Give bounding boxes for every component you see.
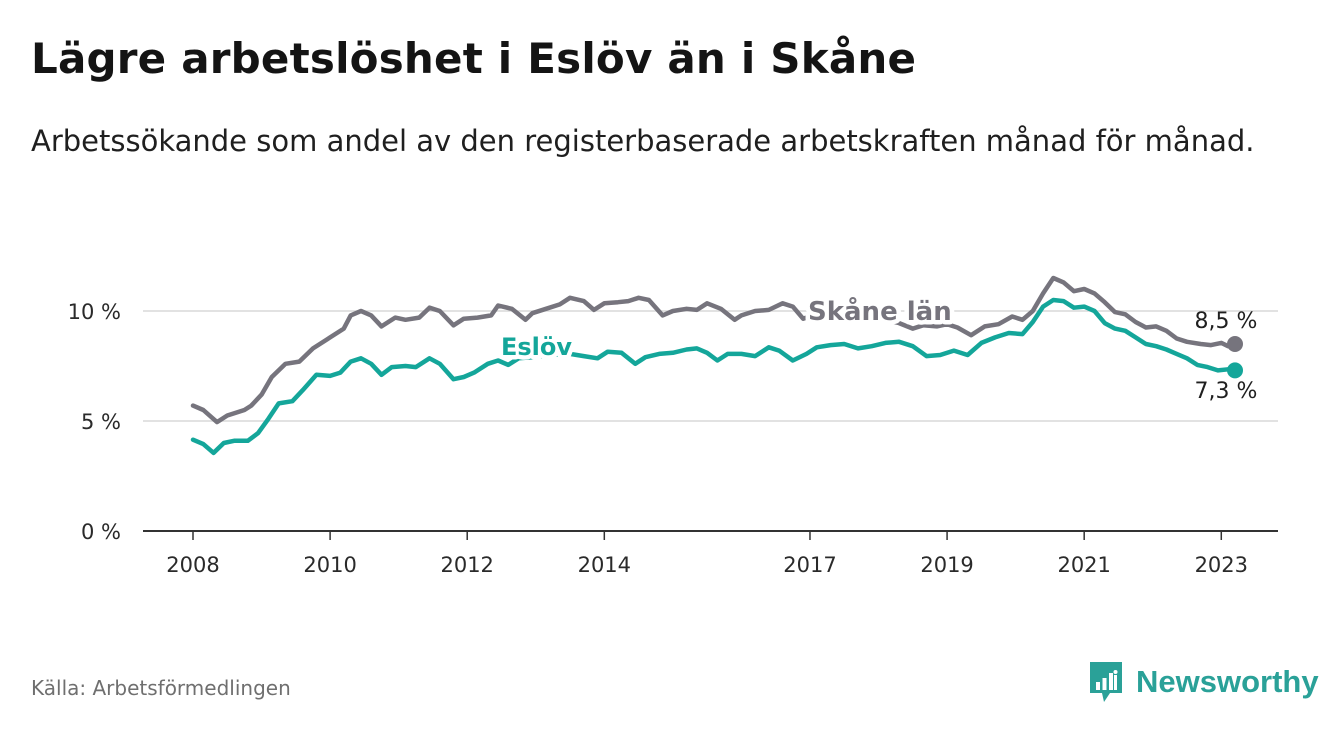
axes <box>143 530 1278 540</box>
y-tick-label: 10 % <box>68 300 121 324</box>
end-point-eslov <box>1227 362 1243 379</box>
gridlines <box>143 310 1278 422</box>
chart-subtitle: Arbetssökande som andel av den registerb… <box>31 124 1255 158</box>
x-tick-label: 2014 <box>578 553 631 577</box>
series-label-skane: Skåne län <box>808 295 952 327</box>
y-tick-label: 5 % <box>81 410 121 434</box>
labels: 0 % 5 % 10 % 2008 2010 2012 2014 2017 2019 2021 20… <box>68 291 1258 578</box>
x-tick-label: 2023 <box>1195 553 1248 577</box>
line-chart: 0 % 5 % 10 % 2008 2010 2012 2014 2017 2019 2021 20… <box>68 275 1278 578</box>
x-tick-label: 2019 <box>920 553 973 577</box>
source-note: Källa: Arbetsförmedlingen <box>31 676 291 700</box>
series-line-skane <box>190 275 1238 425</box>
x-tick-label: 2017 <box>783 553 836 577</box>
y-tick-label: 0 % <box>81 520 121 544</box>
end-label-eslov: 7,3 % <box>1195 379 1258 404</box>
end-point-skane <box>1227 336 1243 352</box>
brand-name: Newsworthy <box>1136 664 1319 699</box>
series-line-eslov <box>190 297 1238 456</box>
series-label-eslov: Eslöv <box>501 333 572 361</box>
x-tick-label: 2021 <box>1057 553 1110 577</box>
series <box>190 275 1243 456</box>
newsworthy-logo-icon <box>1090 662 1122 702</box>
chart-title: Lägre arbetslöshet i Eslöv än i Skåne <box>31 34 917 83</box>
brand-logo: Newsworthy <box>1088 660 1319 704</box>
series-label-skane-halo: Skåne län <box>808 295 952 327</box>
end-label-skane: 8,5 % <box>1195 309 1258 334</box>
series-label-eslov-halo: Eslöv <box>501 333 572 361</box>
x-tick-label: 2010 <box>303 553 356 577</box>
x-tick-label: 2008 <box>166 553 219 577</box>
x-tick-label: 2012 <box>440 553 493 577</box>
